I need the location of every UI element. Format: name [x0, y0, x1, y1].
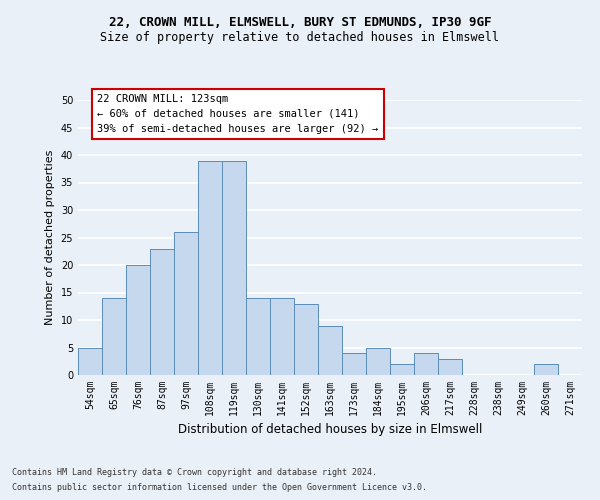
Text: 22 CROWN MILL: 123sqm
← 60% of detached houses are smaller (141)
39% of semi-det: 22 CROWN MILL: 123sqm ← 60% of detached … — [97, 94, 379, 134]
Bar — [342, 353, 366, 375]
Bar — [102, 298, 126, 375]
Bar — [78, 348, 102, 375]
Bar — [150, 248, 174, 375]
Text: Contains HM Land Registry data © Crown copyright and database right 2024.: Contains HM Land Registry data © Crown c… — [12, 468, 377, 477]
Bar — [126, 265, 150, 375]
Bar — [414, 353, 438, 375]
Bar — [174, 232, 198, 375]
Text: 22, CROWN MILL, ELMSWELL, BURY ST EDMUNDS, IP30 9GF: 22, CROWN MILL, ELMSWELL, BURY ST EDMUND… — [109, 16, 491, 29]
Bar — [198, 160, 222, 375]
Bar — [222, 160, 246, 375]
Bar — [534, 364, 558, 375]
Text: Size of property relative to detached houses in Elmswell: Size of property relative to detached ho… — [101, 31, 499, 44]
Bar — [366, 348, 390, 375]
Bar — [390, 364, 414, 375]
Text: Contains public sector information licensed under the Open Government Licence v3: Contains public sector information licen… — [12, 483, 427, 492]
Bar — [270, 298, 294, 375]
X-axis label: Distribution of detached houses by size in Elmswell: Distribution of detached houses by size … — [178, 424, 482, 436]
Bar — [246, 298, 270, 375]
Bar — [294, 304, 318, 375]
Bar — [438, 358, 462, 375]
Y-axis label: Number of detached properties: Number of detached properties — [45, 150, 55, 325]
Bar — [318, 326, 342, 375]
